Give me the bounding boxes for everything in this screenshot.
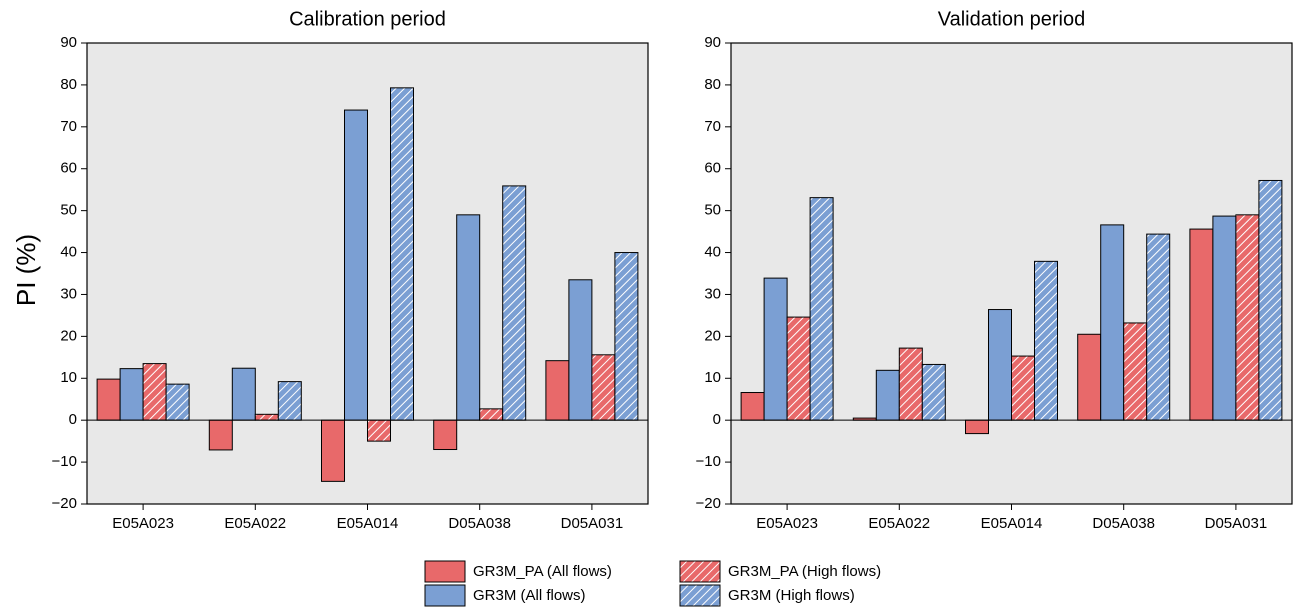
bar — [1034, 260, 1058, 421]
bar — [119, 368, 144, 421]
bar — [1212, 215, 1237, 421]
bar — [921, 363, 946, 421]
bar — [344, 109, 368, 421]
legend-swatch — [679, 584, 721, 607]
y-tick-label: −20 — [696, 495, 721, 512]
x-tick-label: E05A023 — [112, 515, 174, 532]
bar — [254, 413, 279, 421]
bar — [433, 419, 458, 451]
y-tick-label: 60 — [60, 160, 77, 177]
bar — [1100, 224, 1125, 421]
y-tick-label: 90 — [60, 34, 77, 51]
x-tick-label: E05A014 — [337, 515, 399, 532]
chart-title: Validation period — [938, 8, 1086, 30]
legend-label: GR3M (All flows) — [473, 587, 586, 604]
y-tick-label: 80 — [60, 76, 77, 93]
bar — [965, 419, 989, 435]
legend-swatch — [679, 560, 721, 583]
bar — [809, 197, 834, 421]
bar — [1123, 322, 1148, 421]
bar — [479, 408, 504, 421]
x-tick-label: D05A038 — [448, 515, 511, 532]
plot-frame — [730, 42, 1293, 505]
bar — [614, 252, 639, 421]
bar — [988, 309, 1012, 421]
bar — [208, 419, 233, 451]
bar — [165, 383, 190, 421]
legend-label: GR3M (High flows) — [728, 587, 855, 604]
x-tick-label: E05A022 — [868, 515, 930, 532]
x-tick-label: E05A014 — [981, 515, 1043, 532]
bar — [545, 360, 570, 421]
bar — [740, 392, 765, 421]
bar — [786, 316, 811, 421]
y-tick-label: 30 — [704, 285, 721, 302]
bar — [321, 419, 345, 482]
y-tick-label: 40 — [60, 244, 77, 261]
y-tick-label: 10 — [60, 369, 77, 386]
legend-swatch — [424, 560, 466, 583]
x-tick-label: E05A022 — [224, 515, 286, 532]
x-tick-label: D05A031 — [1205, 515, 1268, 532]
bar — [390, 87, 414, 421]
y-tick-label: 70 — [60, 118, 77, 135]
y-tick-label: 20 — [60, 327, 77, 344]
bar — [96, 378, 121, 421]
legend-label: GR3M_PA (High flows) — [728, 563, 881, 580]
bar — [591, 354, 616, 421]
plot-frame — [86, 42, 649, 505]
bar — [1011, 355, 1035, 421]
y-tick-label: 50 — [704, 202, 721, 219]
legend-label: GR3M_PA (All flows) — [473, 563, 612, 580]
bar — [568, 279, 593, 421]
bar — [142, 363, 167, 421]
y-tick-label: 80 — [704, 76, 721, 93]
bar — [502, 185, 527, 421]
y-tick-label: −10 — [696, 453, 721, 470]
y-tick-label: 10 — [704, 369, 721, 386]
y-tick-label: 70 — [704, 118, 721, 135]
bar — [231, 367, 256, 421]
y-tick-label: 0 — [713, 411, 721, 428]
y-tick-label: 50 — [60, 202, 77, 219]
bar — [898, 347, 923, 421]
bar — [1189, 228, 1214, 421]
chart-title: Calibration period — [289, 8, 446, 30]
y-tick-label: −10 — [52, 453, 77, 470]
y-tick-label: 20 — [704, 327, 721, 344]
bar — [1235, 214, 1260, 421]
bar — [875, 369, 900, 421]
bar — [1077, 333, 1102, 421]
bar — [456, 214, 481, 421]
bar — [1258, 179, 1283, 421]
y-tick-label: 30 — [60, 285, 77, 302]
bar — [277, 381, 302, 421]
bar — [1146, 233, 1171, 421]
y-tick-label: 0 — [69, 411, 77, 428]
bar — [763, 277, 788, 421]
y-tick-label: −20 — [52, 495, 77, 512]
y-tick-label: 60 — [704, 160, 721, 177]
y-axis-label: PI (%) — [11, 234, 41, 306]
legend-swatch — [424, 584, 466, 607]
x-tick-label: E05A023 — [756, 515, 818, 532]
y-tick-label: 40 — [704, 244, 721, 261]
bar — [367, 419, 391, 442]
x-tick-label: D05A038 — [1092, 515, 1155, 532]
x-tick-label: D05A031 — [561, 515, 624, 532]
y-tick-label: 90 — [704, 34, 721, 51]
